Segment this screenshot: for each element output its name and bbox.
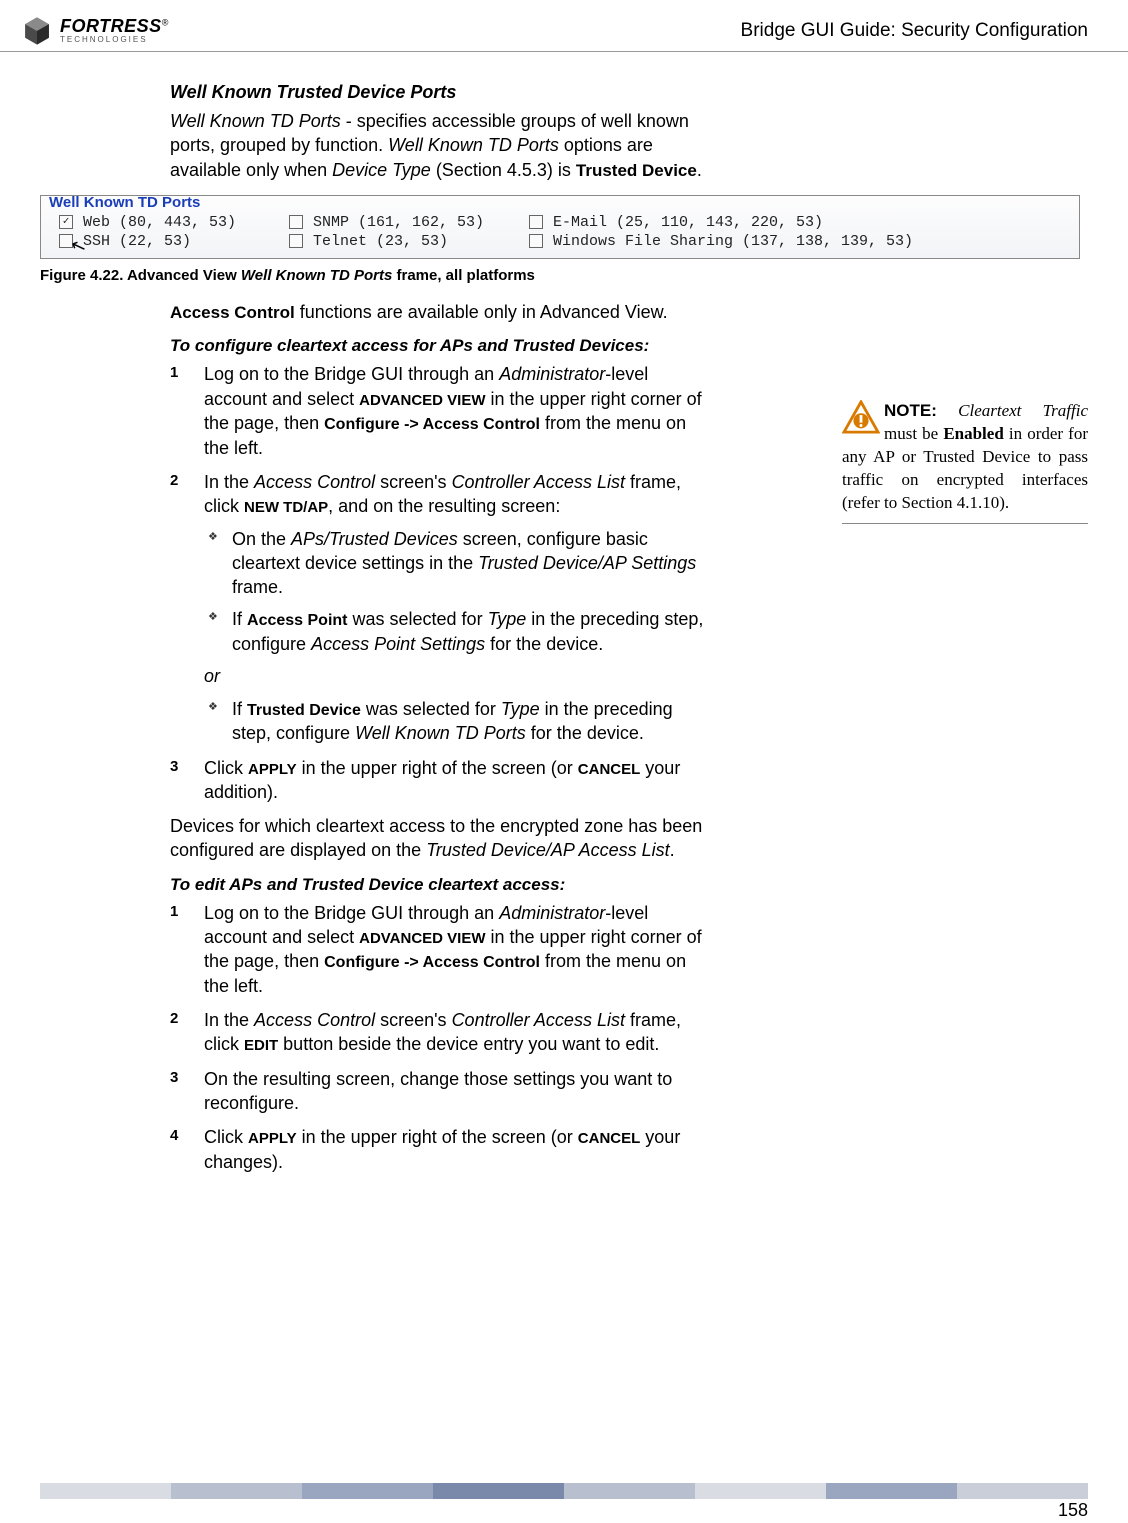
page-number: 158 — [1058, 1500, 1088, 1521]
header-title: Bridge GUI Guide: Security Configuration — [741, 20, 1088, 42]
checkbox-icon[interactable] — [529, 234, 543, 248]
figure-caption: Figure 4.22. Advanced View Well Known TD… — [40, 267, 1088, 284]
logo-reg: ® — [162, 18, 169, 28]
panel-legend: Well Known TD Ports — [47, 194, 202, 211]
checkbox-icon[interactable] — [529, 215, 543, 229]
page-footer: 158 — [0, 1483, 1128, 1523]
main-content: Well Known Trusted Device Ports Well Kno… — [0, 52, 1128, 1174]
proc2-steps: Log on to the Bridge GUI through an Admi… — [170, 901, 710, 1174]
proc2-step2: In the Access Control screen's Controlle… — [170, 1008, 710, 1057]
sub-a: On the APs/Trusted Devices screen, confi… — [204, 527, 710, 600]
warning-info-icon — [842, 400, 880, 434]
logo: FORTRESS® TECHNOLOGIES — [20, 14, 168, 48]
proc1-steps: Log on to the Bridge GUI through an Admi… — [170, 362, 710, 804]
port-ssh: SSH (22, 53) — [59, 233, 289, 250]
port-email: E-Mail (25, 110, 143, 220, 53) — [529, 214, 1069, 231]
proc2-step4: Click APPLY in the upper right of the sc… — [170, 1125, 710, 1174]
proc1-step2: In the Access Control screen's Controlle… — [170, 470, 710, 746]
fortress-logo-icon — [20, 14, 54, 48]
logo-sub: TECHNOLOGIES — [60, 36, 168, 44]
proc2-step3: On the resulting screen, change those se… — [170, 1067, 710, 1116]
proc1-substeps: On the APs/Trusted Devices screen, confi… — [204, 527, 710, 746]
access-control-note: Access Control functions are available o… — [170, 300, 710, 325]
td-ports-panel: Well Known TD Ports ✓ Web (80, 443, 53) … — [40, 195, 1080, 259]
port-winshare: Windows File Sharing (137, 138, 139, 53) — [529, 233, 1069, 250]
logo-main: FORTRESS — [60, 16, 162, 36]
page-header: FORTRESS® TECHNOLOGIES Bridge GUI Guide:… — [0, 0, 1128, 52]
sub-b: If Access Point was selected for Type in… — [204, 607, 710, 656]
port-web: ✓ Web (80, 443, 53) — [59, 214, 289, 231]
footer-bar — [40, 1483, 1088, 1499]
proc2-step1: Log on to the Bridge GUI through an Admi… — [170, 901, 710, 998]
logo-text: FORTRESS® TECHNOLOGIES — [60, 17, 168, 44]
checkbox-icon[interactable] — [289, 215, 303, 229]
para3: Devices for which cleartext access to th… — [170, 814, 710, 863]
proc1-step1: Log on to the Bridge GUI through an Admi… — [170, 362, 710, 459]
port-snmp: SNMP (161, 162, 53) — [289, 214, 529, 231]
sub-or: or — [204, 664, 710, 688]
sub-c: If Trusted Device was selected for Type … — [204, 697, 710, 746]
proc1-step3: Click APPLY in the upper right of the sc… — [170, 756, 710, 805]
proc2-title: To edit APs and Trusted Device cleartext… — [170, 875, 710, 895]
note-label: NOTE: — [884, 401, 937, 420]
proc1-title: To configure cleartext access for APs an… — [170, 336, 710, 356]
checkbox-icon[interactable]: ✓ — [59, 215, 73, 229]
section-intro: Well Known TD Ports - specifies accessib… — [170, 109, 710, 183]
section-title: Well Known Trusted Device Ports — [170, 82, 710, 103]
note-box: NOTE: Cleartext Traffic must be Enabled … — [842, 400, 1088, 524]
note-rule — [842, 523, 1088, 524]
checkbox-icon[interactable] — [289, 234, 303, 248]
port-telnet: Telnet (23, 53) — [289, 233, 529, 250]
